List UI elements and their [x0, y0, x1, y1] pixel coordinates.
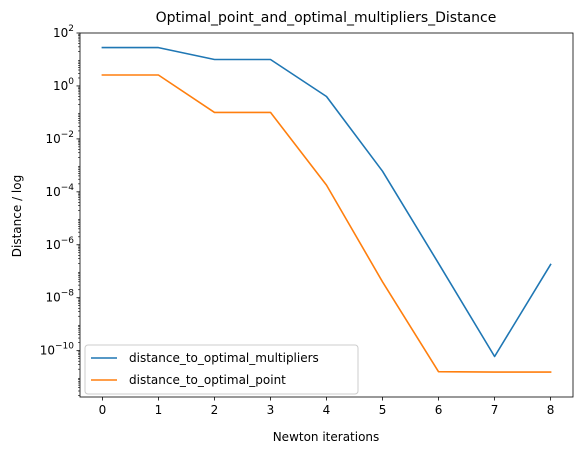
x-tick-label: 5: [379, 403, 387, 417]
y-tick-label: 10−8: [45, 289, 74, 305]
legend: distance_to_optimal_multipliers distance…: [84, 344, 359, 395]
x-tick-label: 4: [323, 403, 331, 417]
y-tick-label: 102: [53, 24, 74, 40]
x-tick-label: 0: [99, 403, 107, 417]
y-axis-label: Distance / log: [10, 175, 24, 257]
x-tick-label: 7: [491, 403, 499, 417]
legend-label-point: distance_to_optimal_point: [129, 373, 286, 387]
chart-title: Optimal_point_and_optimal_multipliers_Di…: [156, 10, 497, 26]
x-tick-label: 8: [547, 403, 555, 417]
legend-frame: [84, 344, 359, 395]
x-tick-label: 3: [267, 403, 275, 417]
plot-area: 102 100 10−2 10−4 10−6 10−8 10−10 0 1 2 3 4 5 6 7 8: [40, 24, 574, 417]
series-line-multipliers: [101, 46, 552, 358]
y-tick-label: 10−6: [45, 236, 74, 252]
x-axis-label: Newton iterations: [273, 430, 380, 444]
axes-frame: [79, 32, 574, 398]
series-line-point: [101, 74, 552, 373]
y-tick-label: 10−2: [45, 130, 74, 146]
x-tick-label: 2: [211, 403, 219, 417]
x-tick-label: 1: [155, 403, 163, 417]
y-tick-label: 10−4: [45, 183, 74, 199]
x-tick-label: 6: [435, 403, 443, 417]
legend-label-multipliers: distance_to_optimal_multipliers: [129, 351, 319, 365]
y-tick-label: 10−10: [40, 342, 75, 358]
y-tick-label: 100: [53, 77, 74, 93]
